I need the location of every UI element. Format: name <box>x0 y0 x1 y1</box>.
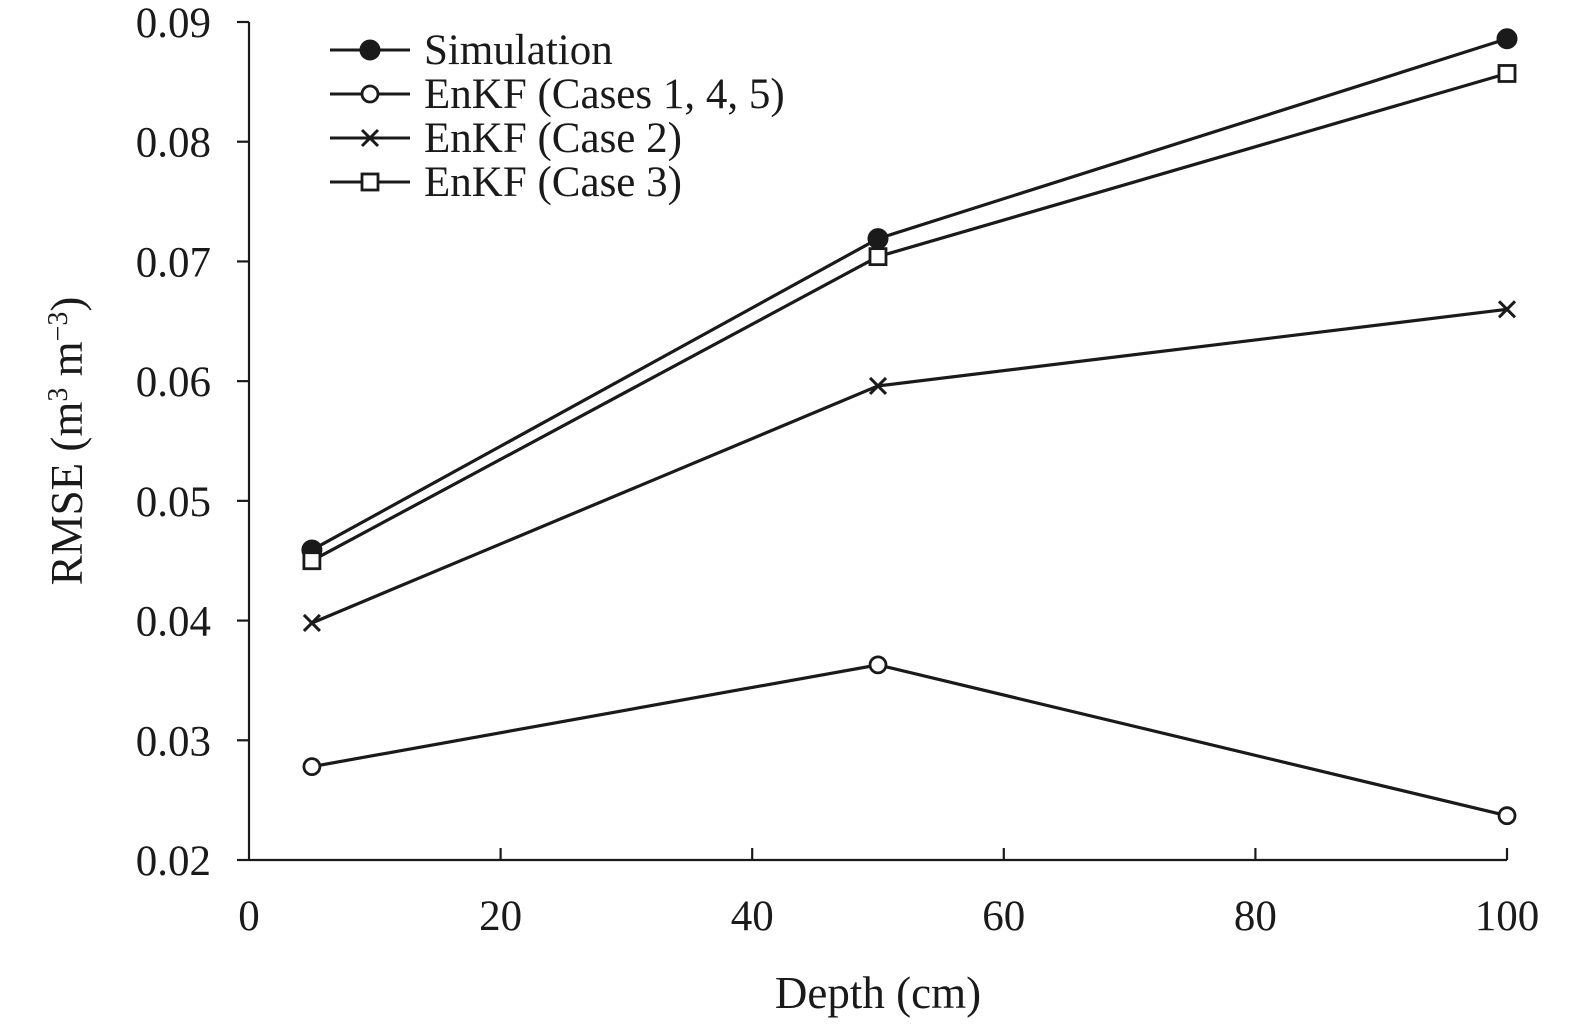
axes <box>247 22 1507 862</box>
x-tick-label: 100 <box>1475 893 1540 940</box>
legend-item-enkf-cases-1-4-5: EnKF (Cases 1, 4, 5) <box>330 71 785 118</box>
y-axis-title-suffix: ) <box>42 297 92 312</box>
legend-item-simulation: Simulation <box>330 27 613 74</box>
legend-marker-enkf-cases-1-4-5 <box>360 84 380 104</box>
series-group <box>301 28 1518 826</box>
x-tick-label: 40 <box>731 893 774 940</box>
legend-label-simulation: Simulation <box>424 27 613 74</box>
data-point-enkf-cases-1-4-5 <box>302 757 322 777</box>
y-axis-title-prefix: RMSE (m <box>42 402 92 586</box>
x-tick-label: 60 <box>982 893 1025 940</box>
x-tick-label: 20 <box>479 893 522 940</box>
y-tick-label: 0.08 <box>136 120 211 167</box>
y-tick-label: 0.06 <box>136 359 211 406</box>
legend-marker-enkf-case-3 <box>360 172 380 192</box>
legend-label-enkf-cases-1-4-5: EnKF (Cases 1, 4, 5) <box>424 71 785 118</box>
x-tick-label: 80 <box>1234 893 1277 940</box>
legend-label-enkf-case-3: EnKF (Case 3) <box>424 159 682 206</box>
series-enkf-cases-1-4-5 <box>302 655 1517 826</box>
series-line-enkf-cases-1-4-5 <box>311 663 1508 818</box>
legend-label-enkf-case-2: EnKF (Case 2) <box>424 115 682 162</box>
data-point-enkf-cases-1-4-5 <box>868 655 888 675</box>
y-axis-title-sup-2: −3 <box>43 312 74 342</box>
y-tick-label: 0.09 <box>136 0 211 47</box>
y-tick-label: 0.07 <box>136 239 211 286</box>
y-axis-title-sup-1: 3 <box>43 388 74 402</box>
legend-marker-enkf-case-2 <box>360 128 380 148</box>
series-enkf-case-2 <box>302 300 1517 633</box>
data-point-simulation <box>867 228 889 250</box>
legend-item-enkf-case-3: EnKF (Case 3) <box>330 159 682 206</box>
y-tick-label: 0.03 <box>136 718 211 765</box>
series-enkf-case-3 <box>302 64 1517 571</box>
legend-item-enkf-case-2: EnKF (Case 2) <box>330 115 682 162</box>
data-point-enkf-case-3 <box>1497 64 1517 83</box>
x-tick-label: 0 <box>238 893 260 940</box>
y-tick-label: 0.04 <box>136 599 211 646</box>
data-point-enkf-case-3 <box>868 247 888 267</box>
data-point-enkf-case-3 <box>302 551 322 571</box>
data-point-enkf-case-2 <box>1497 300 1517 319</box>
data-point-enkf-case-2 <box>302 613 321 633</box>
y-tick-label: 0.02 <box>136 838 211 885</box>
legend-marker-simulation <box>359 39 381 61</box>
data-point-simulation <box>1496 28 1518 50</box>
x-axis-title: Depth (cm) <box>775 968 981 1018</box>
y-axis-title-middle: m <box>42 341 92 387</box>
data-point-enkf-cases-1-4-5 <box>1497 806 1517 826</box>
y-axis-title: RMSE (m3 m−3) <box>42 297 92 586</box>
axis-ticks: 0.02 0.03 0.04 0.05 0.06 0.07 0.08 0.09 0 20 40 60 8… <box>136 0 1540 940</box>
data-point-enkf-case-2 <box>868 376 888 395</box>
y-tick-label: 0.05 <box>136 479 211 526</box>
